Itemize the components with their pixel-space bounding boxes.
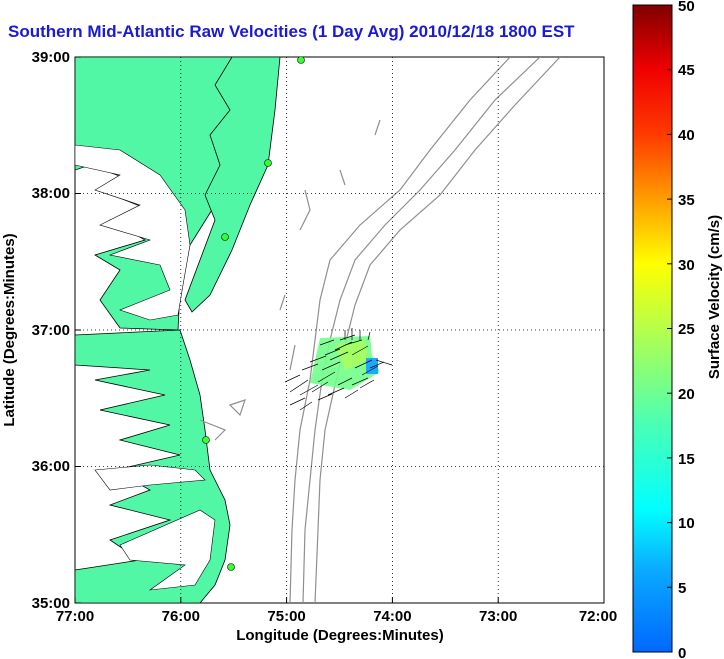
x-tick-label: 74:00 [373, 608, 411, 625]
velocity-field [284, 328, 393, 411]
y-tick-label: 37:00 [32, 322, 70, 339]
bathymetry-contours [199, 57, 561, 603]
colorbar-tick-label: 45 [678, 62, 695, 79]
colorbar-tick-label: 25 [678, 321, 695, 338]
station-marker [227, 563, 235, 571]
colorbar-tick-label: 30 [678, 257, 695, 274]
colorbar-tick-label: 20 [678, 386, 695, 403]
colorbar-ticks [667, 4, 672, 653]
colorbar-tick-label: 35 [678, 192, 695, 209]
y-tick-label: 38:00 [32, 185, 70, 202]
station-marker [221, 233, 229, 241]
colorbar-label: Surface Velocity (cm/s) [706, 215, 723, 379]
pamlico-sound [119, 509, 216, 591]
y-tick-label: 35:00 [32, 595, 70, 612]
colorbar [632, 4, 673, 653]
station-markers [202, 57, 305, 571]
land-delmarva [184, 57, 281, 313]
colorbar-tick-label: 0 [678, 645, 686, 659]
colorbar-tick-label: 40 [678, 127, 695, 144]
y-tick-label: 36:00 [32, 458, 70, 475]
y-axis-label: Latitude (Degrees:Minutes) [1, 233, 18, 426]
x-tick-label: 73:00 [479, 608, 517, 625]
colorbar-tick-label: 50 [678, 0, 695, 15]
x-tick-label: 72:00 [579, 608, 617, 625]
colorbar-tick-label: 10 [678, 515, 695, 532]
y-tick-label: 39:00 [32, 49, 70, 66]
colorbar-tick-label: 15 [678, 451, 695, 468]
x-tick-label: 76:00 [162, 608, 200, 625]
station-marker [264, 159, 272, 167]
station-marker [297, 57, 305, 64]
x-axis-label: Longitude (Degrees:Minutes) [236, 627, 444, 644]
x-tick-label: 77:00 [56, 608, 94, 625]
grid-lines [75, 57, 604, 603]
tick-marks [74, 56, 605, 604]
map-title: Southern Mid-Atlantic Raw Velocities (1 … [8, 22, 575, 41]
chesapeake-bay [75, 144, 191, 321]
x-tick-label: 75:00 [267, 608, 305, 625]
inland-waters [75, 144, 216, 591]
colorbar-tick-label: 5 [678, 580, 686, 597]
albemarle-sound [94, 464, 206, 491]
station-marker [202, 436, 210, 444]
